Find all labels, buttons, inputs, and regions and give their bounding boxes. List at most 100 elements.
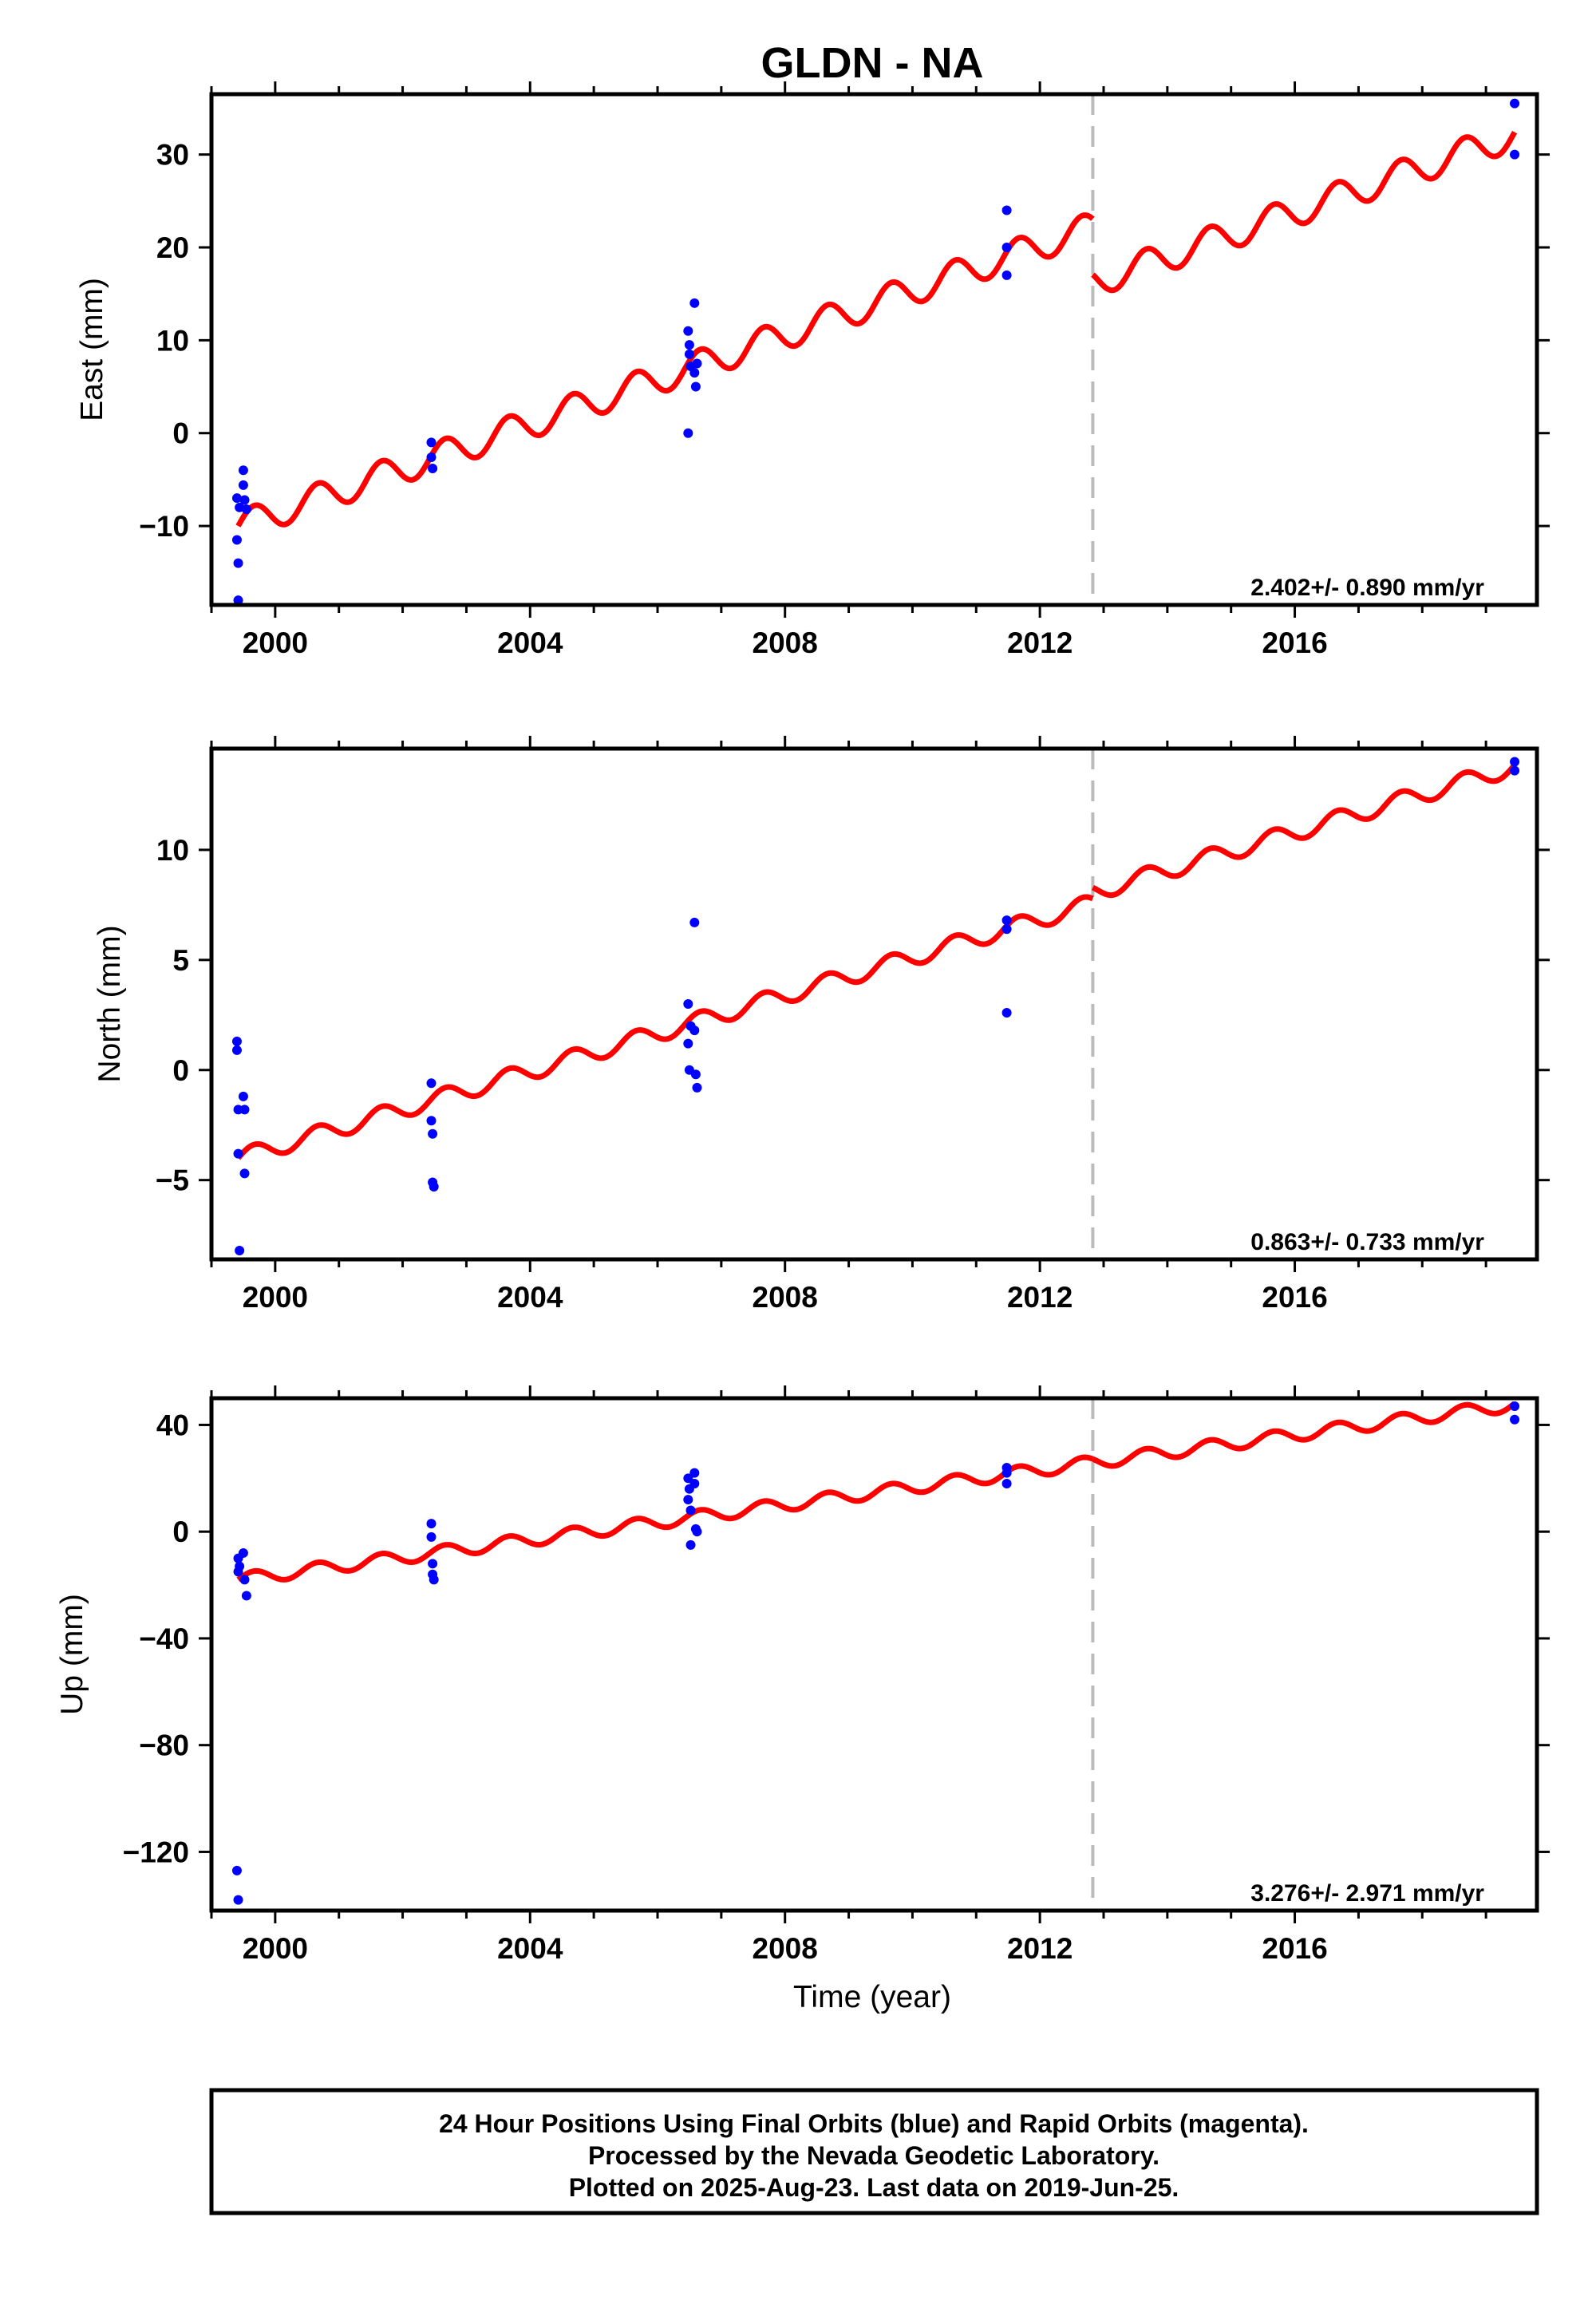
data-point bbox=[1510, 1401, 1520, 1412]
data-point bbox=[683, 1038, 693, 1049]
x-tick-label: 2004 bbox=[497, 626, 563, 659]
data-point bbox=[683, 999, 693, 1009]
data-point bbox=[683, 428, 693, 438]
data-point bbox=[239, 495, 250, 505]
data-point bbox=[1001, 205, 1012, 215]
data-point bbox=[241, 1591, 251, 1601]
data-point bbox=[1510, 98, 1520, 109]
data-point bbox=[428, 1128, 438, 1139]
data-point bbox=[238, 1547, 248, 1558]
data-point bbox=[428, 463, 438, 473]
x-tick-label: 2000 bbox=[243, 626, 308, 659]
rate-label: 2.402+/- 0.890 mm/yr bbox=[1250, 575, 1484, 601]
y-tick-label: −5 bbox=[156, 1164, 189, 1197]
x-tick-label: 2008 bbox=[753, 1281, 818, 1314]
y-tick-label: −10 bbox=[139, 510, 189, 543]
x-tick-label: 2012 bbox=[1007, 626, 1073, 659]
data-point bbox=[683, 1495, 693, 1505]
rate-label: 0.863+/- 0.733 mm/yr bbox=[1250, 1229, 1484, 1255]
y-axis-label: Up (mm) bbox=[55, 1594, 89, 1715]
data-point bbox=[685, 1539, 696, 1550]
data-point bbox=[689, 298, 700, 308]
data-point bbox=[1001, 1468, 1012, 1478]
x-tick-label: 2012 bbox=[1007, 1932, 1073, 1965]
y-tick-label: 10 bbox=[156, 324, 189, 357]
model-line-segment-2 bbox=[1090, 762, 1517, 899]
x-tick-label: 2004 bbox=[497, 1932, 563, 1965]
data-point bbox=[235, 1245, 245, 1255]
data-point bbox=[690, 1069, 701, 1080]
data-point bbox=[689, 917, 700, 927]
y-tick-label: 0 bbox=[172, 417, 189, 450]
data-point bbox=[1510, 149, 1520, 160]
data-point bbox=[1001, 1008, 1012, 1018]
data-point bbox=[683, 1473, 693, 1484]
x-tick-label: 2016 bbox=[1262, 1932, 1327, 1965]
x-tick-label: 2000 bbox=[243, 1281, 308, 1314]
data-point bbox=[1001, 243, 1012, 252]
y-axis-label: East (mm) bbox=[75, 278, 109, 421]
data-point bbox=[231, 1045, 242, 1055]
data-point bbox=[1001, 270, 1012, 280]
y-tick-label: 40 bbox=[156, 1409, 189, 1441]
x-tick-label: 2012 bbox=[1007, 1281, 1073, 1314]
data-point bbox=[233, 558, 243, 568]
y-tick-label: 30 bbox=[156, 139, 189, 172]
data-point bbox=[233, 1895, 243, 1905]
data-point bbox=[426, 452, 437, 462]
east-panel: 2000 2004 2008 2012 2016 −10 0 10 20 30 East (mm) 2… bbox=[75, 81, 1550, 659]
data-point bbox=[684, 340, 694, 350]
y-tick-label: 0 bbox=[172, 1516, 189, 1548]
rate-label: 3.276+/- 2.971 mm/yr bbox=[1250, 1880, 1484, 1907]
data-point bbox=[231, 1865, 242, 1875]
data-point bbox=[238, 1091, 248, 1101]
data-point bbox=[239, 1575, 250, 1585]
y-tick-label: 20 bbox=[156, 231, 189, 264]
plot-frame bbox=[209, 746, 1539, 1262]
data-point bbox=[1001, 915, 1012, 926]
x-axis-label: Time (year) bbox=[793, 1980, 951, 2014]
chart-title: GLDN - NA bbox=[761, 39, 984, 87]
data-point bbox=[231, 535, 242, 545]
data-point bbox=[428, 1559, 438, 1569]
data-point bbox=[692, 1082, 702, 1093]
data-point bbox=[683, 326, 693, 336]
data-point bbox=[689, 1479, 700, 1488]
data-point bbox=[1510, 765, 1520, 776]
x-tick-label: 2008 bbox=[753, 1932, 818, 1965]
y-tick-label: 0 bbox=[172, 1054, 189, 1087]
up-panel: 2000 2004 2008 2012 2016 −120 −80 −40 0 40 Up (mm)… bbox=[55, 1385, 1550, 1965]
x-tick-label: 2016 bbox=[1262, 626, 1327, 659]
plot-frame bbox=[209, 1396, 1539, 1913]
y-tick-label: −120 bbox=[123, 1836, 189, 1868]
data-point bbox=[690, 381, 701, 392]
model-line-segment-2 bbox=[1090, 130, 1518, 294]
model-line-segment-2 bbox=[1090, 1401, 1517, 1469]
data-point bbox=[235, 1561, 245, 1571]
data-point bbox=[233, 1148, 243, 1159]
data-point bbox=[426, 1078, 437, 1089]
x-tick-label: 2000 bbox=[243, 1932, 308, 1965]
model-line-segment-1 bbox=[235, 212, 1096, 528]
data-point bbox=[239, 1105, 250, 1115]
data-point bbox=[692, 358, 702, 369]
north-panel: 2000 2004 2008 2012 2016 −5 0 5 10 North (mm) 0.86… bbox=[93, 736, 1550, 1314]
data-point bbox=[231, 493, 242, 504]
data-point bbox=[429, 1575, 439, 1585]
footer-box: 24 Hour Positions Using Final Orbits (bl… bbox=[209, 2088, 1539, 2215]
footer-line-1: 24 Hour Positions Using Final Orbits (bl… bbox=[439, 2109, 1309, 2138]
model-line-segment-1 bbox=[235, 1454, 1096, 1583]
data-point bbox=[233, 595, 243, 605]
data-point bbox=[426, 437, 437, 448]
data-point bbox=[689, 368, 700, 378]
x-tick-label: 2004 bbox=[497, 1281, 563, 1314]
data-point bbox=[692, 1527, 702, 1537]
y-tick-label: −40 bbox=[139, 1622, 189, 1655]
data-point bbox=[1510, 757, 1520, 767]
data-point bbox=[1001, 924, 1012, 935]
y-tick-label: 10 bbox=[156, 834, 189, 867]
plot-frame bbox=[209, 92, 1539, 607]
data-point bbox=[241, 504, 251, 515]
data-point bbox=[426, 1519, 437, 1529]
